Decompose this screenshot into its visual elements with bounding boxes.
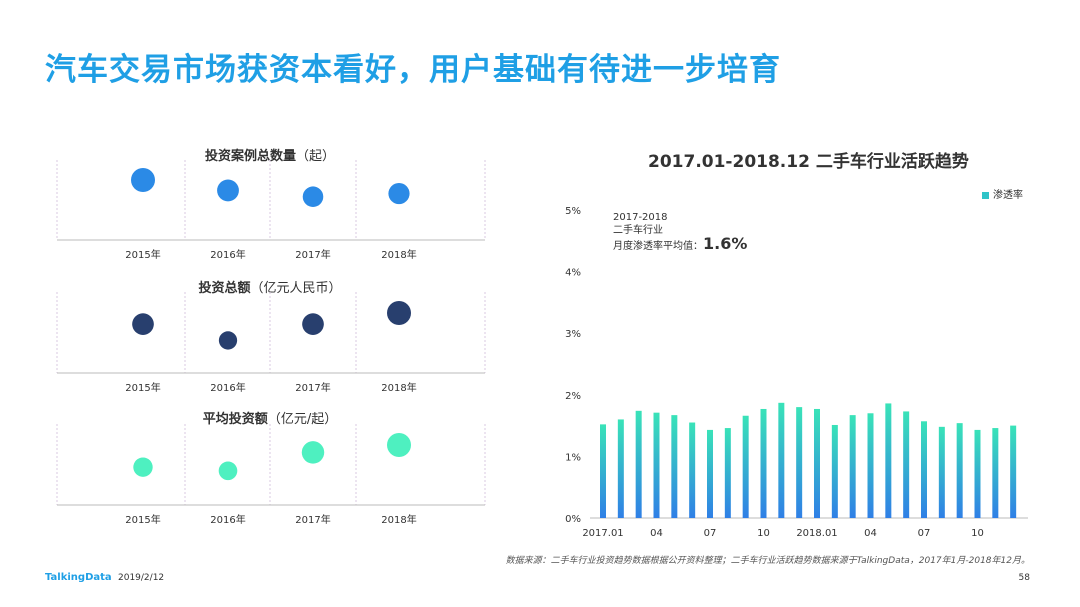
panel0-x-label-1: 2016年 [210,248,245,261]
average-chart-title: 平均投资额（亿元/起） [203,408,337,427]
amount-chart-title-text: 投资总额 [198,281,251,296]
bar-0 [600,424,606,518]
annotation-line3: 月度渗透率平均值： [613,241,703,252]
panel1-bubble-0 [132,313,154,335]
bar-9 [760,408,767,518]
panel0-x-label-0: 2015年 [125,248,160,261]
bar-17 [903,411,910,518]
panel1-x-label-1: 2016年 [210,381,245,394]
y-tick-label-5: 5% [565,206,581,217]
panel0-bubble-2 [302,186,324,207]
bar-4 [671,415,678,518]
legend-swatch [982,191,989,199]
panel2-x-label-1: 2016年 [210,513,245,526]
panel1-x-label-2: 2017年 [295,381,330,394]
amount-chart-title: 投资总额（亿元人民币） [198,277,341,296]
panel2-x-label-0: 2015年 [125,513,160,526]
talkingdata-logo: TalkingData [45,572,112,583]
average-chart-unit: （亿元/起） [267,412,338,427]
bar-22 [992,428,999,518]
panel1-x-label-3: 2018年 [381,381,416,394]
panel2-bubble-1 [218,461,238,481]
amount-chart-unit: （亿元人民币） [250,281,342,296]
y-tick-label-1: 1% [565,452,581,463]
bar-5 [689,422,696,518]
y-tick-label-0: 0% [565,514,581,525]
bar-19 [938,426,945,518]
panel2-bubble-0 [133,457,153,477]
average-chart-title-text: 平均投资额 [202,412,268,427]
trend-chart-title: 2017.01-2018.12 二手车行业活跃趋势 [648,152,969,172]
count-chart-title: 投资案例总数量（起） [205,145,335,164]
bar-23 [1010,425,1017,518]
footer-date: 2019/2/12 [118,573,165,583]
x-tick-label-4: 2018.01 [796,528,837,539]
panel0-x-label-3: 2018年 [381,248,416,261]
bar-3 [653,412,660,518]
panel0-bubble-3 [388,182,410,205]
count-chart-title-text: 投资案例总数量 [204,149,296,164]
bar-2 [635,410,642,518]
page-number: 58 [1018,573,1030,583]
bar-18 [921,421,927,518]
panel2-x-label-3: 2018年 [381,513,416,526]
trend-annotation: 2017-2018 二手车行业 月度渗透率平均值：1.6% [613,211,747,253]
bar-7 [724,428,731,518]
panel2-bubble-3 [387,433,411,457]
data-source-note: 数据来源：二手车行业投资趋势数据根据公开资料整理；二手车行业活跃趋势数据来源于T… [505,556,1030,566]
bar-6 [707,429,713,518]
annotation-value: 1.6% [703,234,748,253]
bar-21 [974,429,981,518]
panel1-bubble-2 [302,313,324,335]
bar-1 [617,419,624,518]
legend-label: 渗透率 [993,190,1023,201]
x-tick-label-7: 10 [971,528,984,539]
count-chart-unit: （起） [296,149,336,164]
x-tick-label-0: 2017.01 [582,528,623,539]
annotation-line1: 2017-2018 [613,212,668,223]
panel1-x-label-0: 2015年 [125,381,160,394]
bar-10 [778,402,785,518]
bar-14 [849,415,856,518]
annotation-line2: 二手车行业 [613,225,663,236]
page-title: 汽车交易市场获资本看好，用户基础有待进一步培育 [45,52,781,88]
panel0-x-label-2: 2017年 [295,248,330,261]
bar-13 [831,424,838,518]
trend-legend: 渗透率 [982,186,1023,201]
x-tick-label-3: 10 [757,528,770,539]
bar-8 [742,415,749,518]
panel1-bubble-1 [218,331,238,350]
x-tick-label-6: 07 [918,528,931,539]
y-tick-label-3: 3% [565,329,581,340]
bar-16 [885,403,892,518]
y-tick-label-4: 4% [565,268,581,279]
bar-20 [956,423,963,518]
bar-15 [867,413,874,518]
panel2-x-label-2: 2017年 [295,513,330,526]
panel2-bubble-2 [301,441,325,464]
bar-11 [796,407,803,518]
x-tick-label-2: 07 [704,528,717,539]
panel0-bubble-1 [217,179,239,202]
panel1-bubble-3 [387,301,411,325]
y-tick-label-2: 2% [565,391,581,402]
panel0-bubble-0 [131,168,155,192]
bar-12 [814,408,820,518]
x-tick-label-1: 04 [650,528,663,539]
x-tick-label-5: 04 [864,528,877,539]
